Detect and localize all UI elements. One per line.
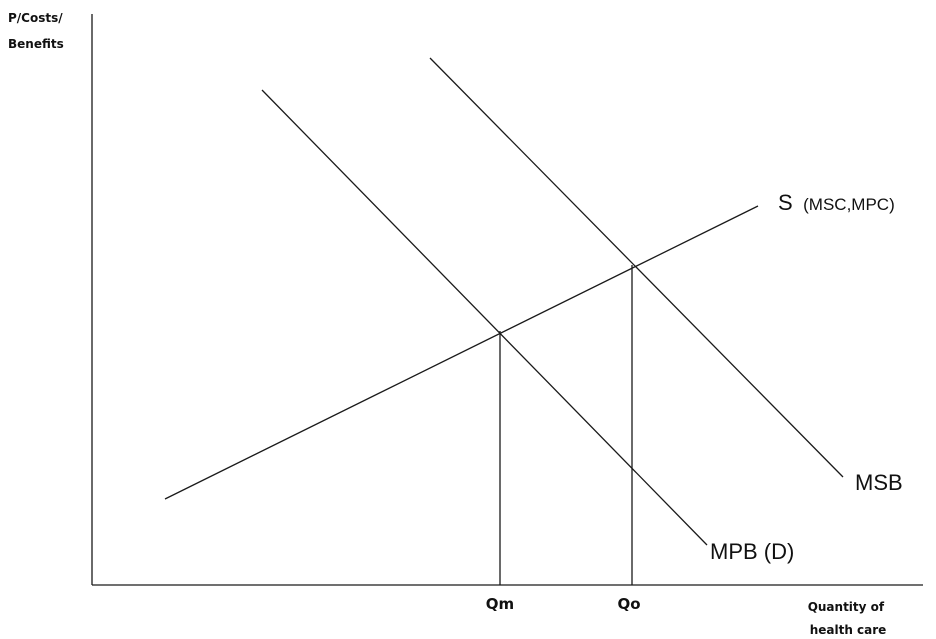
msb-curve-label: MSB — [855, 470, 903, 495]
mpb-curve-label: MPB (D) — [710, 539, 794, 564]
x-axis-label-line-1: Quantity of — [808, 600, 885, 614]
x-axis-label-line-2: health care — [810, 623, 887, 637]
supply-curve-label: S (MSC,MPC) — [778, 190, 895, 215]
supply-curve — [164, 205, 759, 500]
y-axis-label: P/Costs/ Benefits — [8, 11, 67, 51]
supply-curve-label-main: S — [778, 190, 793, 215]
supply-curve-label-sub: (MSC,MPC) — [803, 195, 895, 214]
mpb-demand-curve — [261, 89, 708, 546]
y-axis-label-line-2: Benefits — [8, 37, 64, 51]
x-axis-label: Quantity of health care — [808, 600, 889, 637]
qo-tick-label: Qo — [617, 595, 640, 613]
y-axis-label-line-1: P/Costs/ — [8, 11, 63, 25]
qm-tick-label: Qm — [486, 595, 514, 613]
msb-curve — [429, 57, 844, 478]
